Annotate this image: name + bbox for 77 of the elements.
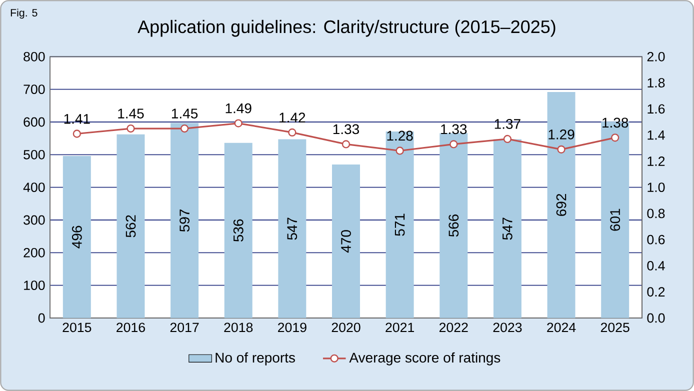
data-label: 1.49 [226, 103, 252, 114]
bar [278, 139, 306, 318]
data-label: 571 [394, 214, 405, 236]
x-tick-label: 2017 [170, 322, 199, 332]
point [234, 119, 242, 128]
data-label: 597 [180, 210, 190, 232]
y2-tick-label: 0.2 [647, 287, 665, 297]
x-tick-label: 2016 [116, 322, 145, 332]
y-tick-label: 700 [24, 84, 45, 94]
x-tick-label: 2020 [332, 322, 360, 332]
bar [224, 142, 252, 318]
point [450, 140, 458, 148]
y2-tick-label: 0.8 [647, 208, 665, 218]
y-tick-label: 0 [38, 313, 45, 323]
bar [440, 133, 468, 318]
data-label: 1.38 [602, 118, 628, 128]
data-label: 1.33 [441, 124, 467, 134]
bar [116, 134, 145, 318]
data-label: 547 [502, 218, 512, 240]
point [557, 145, 566, 154]
data-label: 566 [448, 214, 459, 237]
y-tick-label: 100 [24, 280, 45, 290]
y-tick-label: 200 [24, 248, 45, 258]
bar [170, 122, 199, 318]
x-tick-label: 2023 [493, 322, 522, 332]
data-label: 536 [233, 219, 244, 242]
data-label: 692 [556, 194, 566, 216]
y2-tick-label: 0.4 [647, 261, 665, 270]
bar [332, 164, 360, 318]
y-tick-label: 300 [24, 215, 45, 225]
y2-tick-label: 1.2 [648, 156, 665, 166]
y2-tick-label: 1.6 [648, 104, 665, 114]
point [611, 134, 620, 142]
x-tick-label: 2019 [278, 322, 306, 332]
bar [62, 156, 91, 318]
y2-tick-label: 0.6 [647, 234, 665, 244]
point [342, 140, 350, 148]
x-tick-label: 2024 [547, 322, 576, 332]
point [503, 134, 512, 144]
bar [386, 131, 414, 318]
point [180, 124, 189, 133]
y2-tick-label: 1.0 [648, 182, 665, 192]
bar [547, 92, 576, 318]
point [396, 146, 404, 155]
y-tick-label: 600 [24, 117, 45, 127]
y2-tick-label: 0.0 [647, 313, 665, 323]
data-label: 1.45 [172, 108, 198, 118]
data-label: 1.42 [280, 112, 306, 122]
data-label: 1.29 [548, 129, 574, 140]
x-tick-label: 2018 [224, 322, 253, 332]
legend-label: Average score of ratings [349, 352, 500, 366]
data-label: 1.33 [333, 124, 360, 134]
y2-tick-label: 2.0 [647, 52, 665, 62]
x-tick-label: 2025 [600, 322, 630, 332]
data-label: 1.41 [64, 114, 90, 124]
y2-tick-label: 1.4 [648, 130, 665, 140]
data-label: 601 [610, 208, 620, 231]
data-label: 547 [287, 218, 298, 240]
data-label: 470 [341, 230, 351, 253]
caption: Fig. 5 [10, 8, 38, 19]
chart-title: Application guidelines: Clarity/structure (2015–2025) [138, 20, 556, 37]
point [288, 128, 296, 137]
point [126, 124, 135, 133]
x-tick-label: 2021 [386, 322, 414, 332]
data-label: 562 [126, 215, 136, 238]
x-tick-label: 2022 [439, 322, 468, 332]
y2-tick-label: 1.8 [648, 78, 665, 88]
x-tick-label: 2015 [62, 322, 92, 332]
y-tick-label: 800 [24, 52, 45, 62]
point [72, 130, 81, 138]
data-label: 496 [72, 226, 82, 248]
data-label: 1.45 [118, 108, 144, 118]
bar [493, 139, 522, 318]
y-tick-label: 400 [23, 182, 45, 192]
data-label: 1.28 [387, 130, 413, 141]
y-tick-label: 500 [24, 150, 45, 160]
legend-label: No of reports [216, 352, 295, 366]
